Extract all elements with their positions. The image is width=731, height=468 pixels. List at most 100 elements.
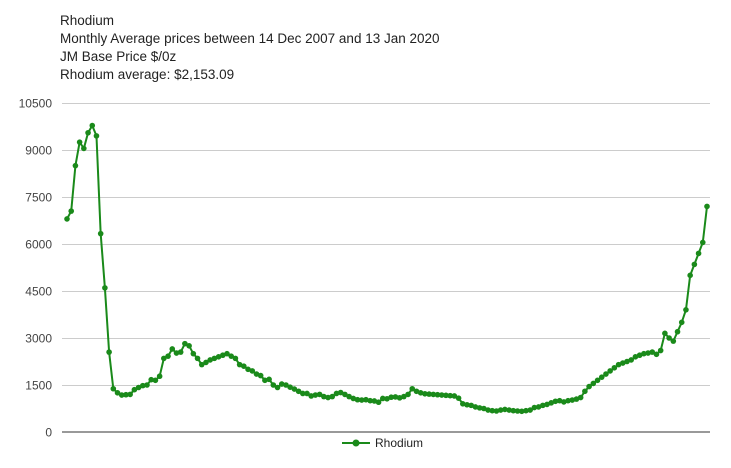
data-point[interactable] [451,393,458,399]
data-point[interactable] [653,351,660,358]
data-point[interactable] [628,357,635,363]
data-point[interactable] [245,366,251,373]
data-point[interactable] [236,361,243,368]
data-point[interactable] [337,389,344,396]
data-point[interactable] [346,393,352,400]
data-point[interactable] [598,374,605,380]
data-point[interactable] [198,361,205,368]
data-point[interactable] [194,355,201,362]
legend[interactable]: Rhodium [342,436,423,450]
data-point[interactable] [624,358,630,365]
data-point[interactable] [577,394,584,401]
data-point[interactable] [333,390,340,397]
data-point[interactable] [662,330,668,337]
data-point[interactable] [173,350,180,356]
data-point[interactable] [573,396,580,402]
data-point[interactable] [152,377,159,384]
data-point[interactable] [556,397,563,404]
data-point[interactable] [190,350,197,357]
data-point[interactable] [379,395,386,402]
data-point[interactable] [687,272,693,279]
data-point[interactable] [215,354,222,360]
data-point[interactable] [401,393,407,400]
data-point[interactable] [207,357,213,363]
data-point[interactable] [363,396,369,403]
data-point[interactable] [535,404,542,410]
data-point[interactable] [325,394,331,401]
data-point[interactable] [64,216,70,222]
data-point[interactable] [93,133,100,139]
data-point[interactable] [135,384,142,391]
data-point[interactable] [649,349,656,355]
data-point[interactable] [586,383,592,390]
data-point[interactable] [392,394,399,400]
data-point[interactable] [704,203,710,210]
data-point[interactable] [283,382,289,388]
data-point[interactable] [371,398,378,404]
data-point[interactable] [683,307,689,313]
data-point[interactable] [641,350,647,357]
data-point[interactable] [85,129,91,136]
data-point[interactable] [645,350,651,356]
data-point[interactable] [211,355,218,362]
data-point[interactable] [118,392,125,398]
data-point[interactable] [569,397,576,403]
data-point[interactable] [232,355,239,362]
data-point[interactable] [224,350,230,357]
data-point[interactable] [329,393,336,400]
data-point[interactable] [632,354,639,360]
data-point[interactable] [203,359,209,366]
data-point[interactable] [434,391,441,398]
data-point[interactable] [308,393,315,399]
data-point[interactable] [299,390,306,397]
data-point[interactable] [674,328,681,335]
data-point[interactable] [106,349,112,355]
data-point[interactable] [241,363,247,370]
data-point[interactable] [144,382,150,388]
data-point[interactable] [186,343,192,349]
data-point[interactable] [548,400,555,406]
data-point[interactable] [139,382,146,389]
data-point[interactable] [438,392,445,398]
data-point[interactable] [249,368,256,374]
data-point[interactable] [304,390,310,397]
data-point[interactable] [388,394,395,401]
data-point[interactable] [278,381,285,387]
data-point[interactable] [430,391,437,398]
data-point[interactable] [603,371,609,377]
data-point[interactable] [636,352,643,359]
data-point[interactable] [253,371,260,377]
data-point[interactable] [274,384,281,391]
data-point[interactable] [459,401,466,407]
data-point[interactable] [89,122,96,129]
data-point[interactable] [678,319,685,326]
data-point[interactable] [367,397,373,404]
data-point[interactable] [287,384,293,390]
data-point[interactable] [396,395,403,401]
data-point[interactable] [443,392,449,399]
data-point[interactable] [123,391,129,398]
data-point[interactable] [321,393,327,400]
data-point[interactable] [384,395,390,402]
data-point[interactable] [657,347,664,354]
data-point[interactable] [518,408,525,415]
data-point[interactable] [607,368,613,374]
data-point[interactable] [342,391,348,398]
data-point[interactable] [354,396,361,403]
data-point[interactable] [497,407,504,413]
data-point[interactable] [127,391,133,398]
data-point[interactable] [493,408,500,414]
data-point[interactable] [228,353,235,359]
data-point[interactable] [514,408,521,414]
data-point[interactable] [485,407,491,413]
data-point[interactable] [72,162,79,169]
data-point[interactable] [358,397,365,403]
data-point[interactable] [81,145,87,152]
data-point[interactable] [489,407,496,414]
data-point[interactable] [552,398,559,405]
data-point[interactable] [539,402,546,409]
data-point[interactable] [156,373,163,380]
data-point[interactable] [148,376,155,383]
data-point[interactable] [131,386,138,393]
data-point[interactable] [565,397,571,404]
